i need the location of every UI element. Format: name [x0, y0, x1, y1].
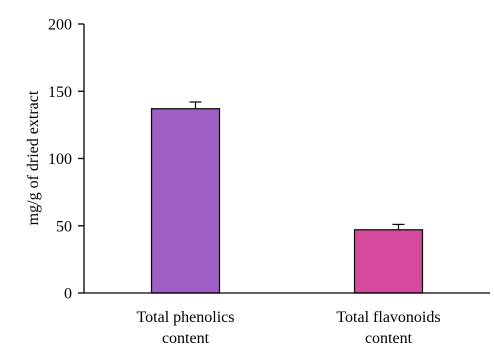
- y-tick-label-4: 200: [48, 17, 72, 34]
- x-axis-labels: Total phenolics content Total flavonoids co…: [137, 309, 441, 347]
- bar-2: [353, 229, 424, 294]
- y-axis-title: mg/g of dried extract: [25, 90, 42, 225]
- y-tick-label-3: 150: [48, 84, 72, 101]
- y-tick-label-2: 100: [48, 151, 72, 168]
- bars: [150, 101, 424, 294]
- x-category-label-2: Total flavonoids content: [336, 309, 440, 347]
- y-tick-label-1: 50: [56, 218, 72, 235]
- x-category-label-1: Total phenolics content: [137, 309, 235, 347]
- y-tick-label-0: 0: [64, 286, 72, 303]
- bar-1: [150, 108, 221, 294]
- y-axis-ticks: 0 50 100 150 200: [48, 17, 84, 303]
